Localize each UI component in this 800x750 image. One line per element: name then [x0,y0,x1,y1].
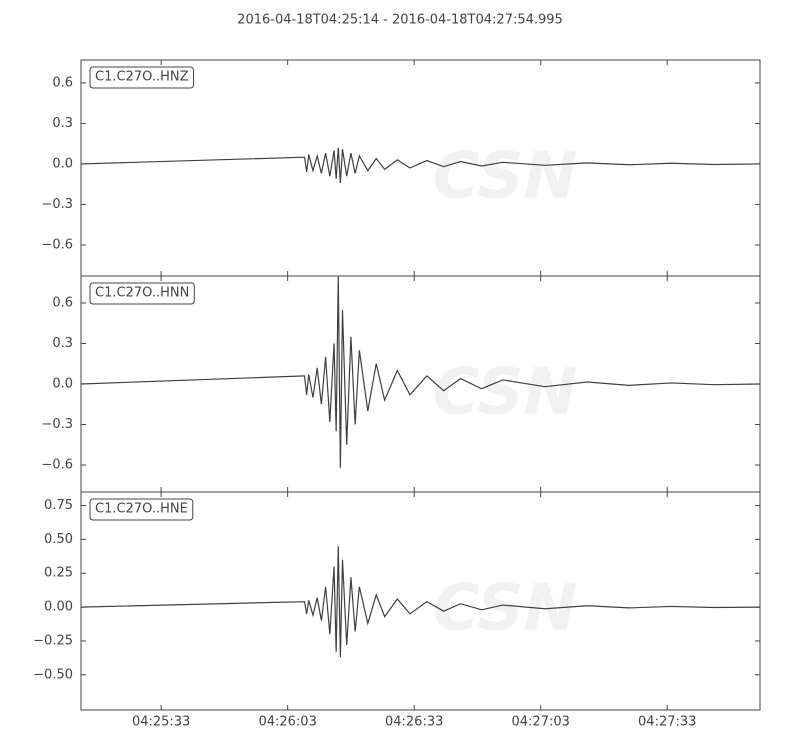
figure-title: 2016-04-18T04:25:14 - 2016-04-18T04:27:5… [237,13,563,28]
y-tick-label: −0.3 [41,417,73,432]
y-tick-label: 0.00 [44,600,73,615]
legend-box [89,282,195,305]
legend-label: C1.C27O..HNE [95,502,188,517]
x-tick-label: 04:27:33 [638,715,696,730]
legend-box [89,66,194,89]
y-tick-label: −0.6 [41,458,73,473]
y-tick-label: −0.3 [41,197,73,212]
legend-label: C1.C27O..HNN [95,286,189,301]
x-tick-label: 04:25:33 [132,715,190,730]
x-tick-label: 04:26:03 [258,715,316,730]
waveform [81,276,760,468]
y-tick-label: 0.3 [52,336,73,351]
watermark: CSN [433,356,577,430]
y-tick-label: 0.6 [52,75,73,90]
x-tick-label: 04:27:03 [512,715,570,730]
x-tick-label: 04:26:33 [385,715,443,730]
axes-frame [80,491,761,711]
watermark: CSN [433,572,577,646]
legend-label: C1.C27O..HNZ [95,70,189,85]
y-tick-label: 0.3 [52,116,73,131]
waveform [81,546,760,658]
y-tick-label: −0.50 [33,667,73,682]
y-tick-label: −0.25 [33,633,73,648]
y-tick-label: 0.6 [52,296,73,311]
y-tick-label: −0.6 [41,237,73,252]
y-tick-label: 0.75 [44,498,73,513]
y-tick-label: 0.0 [52,377,73,392]
waveform [81,147,760,183]
y-tick-label: 0.50 [44,532,73,547]
y-tick-label: 0.25 [44,566,73,581]
legend-box [89,498,194,521]
watermark: CSN [433,140,577,214]
y-tick-label: 0.0 [52,156,73,171]
